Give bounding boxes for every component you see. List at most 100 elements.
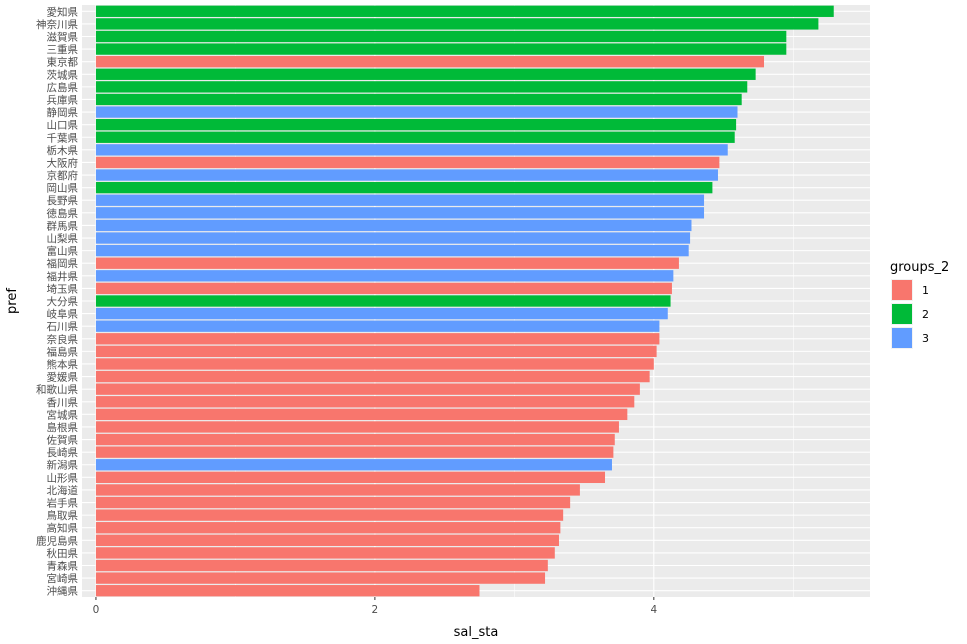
bar [95,81,748,93]
bar [95,559,548,572]
bar [95,459,612,471]
bar [95,56,765,68]
bar [95,370,650,383]
y-tick-label: 兵庫県 [47,93,79,106]
legend: groups_2 1 2 3 [890,260,949,349]
y-tick-label: 徳島県 [47,207,79,220]
bar [95,270,674,282]
bar [95,232,691,244]
y-tick-label: 鹿児島県 [36,534,78,547]
x-axis-title: sal_sta [454,625,499,640]
y-tick-label: 宮崎県 [47,572,79,585]
bar [95,131,735,143]
bar [95,421,619,433]
y-tick-label: 福岡県 [47,257,79,270]
y-tick-label: 岩手県 [47,497,79,510]
bar [95,68,756,80]
y-tick-label: 佐賀県 [47,434,79,447]
y-tick-label: 大分県 [47,295,79,308]
y-tick-label: 新潟県 [47,459,79,472]
bar [95,169,718,181]
y-tick-label: 滋賀県 [47,30,79,43]
y-tick-label: 岐阜県 [47,308,79,321]
y-tick-label: 東京都 [47,56,79,69]
bar [95,534,559,546]
y-tick-label: 千葉県 [47,131,79,144]
y-tick-label: 栃木県 [47,144,79,157]
bar [95,345,657,358]
bar [95,282,672,295]
y-tick-label: 北海道 [47,484,79,497]
bar [95,358,654,370]
bar [95,194,705,206]
bar [95,93,742,106]
y-tick-label: 長崎県 [47,446,79,459]
y-tick-label: 熊本県 [47,358,79,371]
legend-items: 1 2 3 [891,279,929,349]
y-tick-label: 奈良県 [47,333,79,346]
bar [95,484,580,496]
y-tick-label: 愛媛県 [47,371,79,384]
y-tick-labels: 愛知県神奈川県滋賀県三重県東京都茨城県広島県兵庫県静岡県山口県千葉県栃木県大阪府… [36,5,78,597]
bar [95,496,571,509]
y-tick-label: 鳥取県 [47,509,79,522]
bar [95,207,705,219]
y-tick-label: 大阪府 [47,156,79,169]
y-tick-label: 茨城県 [47,68,79,81]
bar [95,219,692,232]
bar [95,156,720,169]
y-tick-label: 富山県 [47,245,79,258]
legend-swatch [892,304,912,324]
bar [95,522,561,534]
bar [95,585,480,597]
legend-swatch [892,280,912,300]
bar [95,408,628,421]
bar [95,5,834,17]
y-tick-label: 沖縄県 [47,585,79,598]
x-tick-label: 4 [650,604,657,616]
y-tick-label: 青森県 [47,560,79,573]
y-tick-label: 愛知県 [47,5,79,18]
bar [95,257,679,269]
x-tick-label: 2 [372,604,379,616]
bar [95,383,640,395]
legend-swatch [892,328,912,348]
y-tick-label: 山口県 [47,120,79,132]
legend-label: 1 [922,284,929,297]
bar [95,446,614,458]
y-tick-label: 宮城県 [47,408,79,421]
legend-title: groups_2 [890,260,949,275]
bar [95,295,671,307]
bar [95,181,713,194]
bar [95,471,606,484]
bar [95,106,738,118]
bar [95,547,555,559]
y-tick-label: 和歌山県 [36,383,78,396]
y-tick-label: 山形県 [47,472,79,484]
y-tick-label: 福島県 [47,345,79,358]
bar [95,572,546,584]
y-tick-label: 香川県 [47,397,79,409]
y-tick-label: 岡山県 [47,183,79,195]
y-tick-label: 埼玉県 [47,282,79,295]
x-tick-labels: 0 2 4 [93,597,657,616]
y-tick-label: 神奈川県 [36,18,78,31]
y-tick-label: 島根県 [47,421,79,434]
bar [95,433,615,446]
bar [95,244,689,257]
y-tick-label: 石川県 [47,321,79,333]
bar [95,18,819,30]
y-tick-label: 群馬県 [47,219,79,232]
y-tick-label: 三重県 [47,43,79,56]
legend-label: 2 [922,308,929,321]
y-tick-label: 秋田県 [47,547,79,560]
y-tick-label: 京都府 [47,169,79,182]
bar [95,118,737,131]
y-axis-title: pref [5,288,20,314]
y-tick-label: 高知県 [47,522,79,535]
y-tick-label: 山梨県 [47,232,79,245]
y-tick-label: 長野県 [47,195,79,207]
bar [95,396,635,408]
legend-label: 3 [922,332,929,345]
y-tick-label: 福井県 [47,270,79,283]
